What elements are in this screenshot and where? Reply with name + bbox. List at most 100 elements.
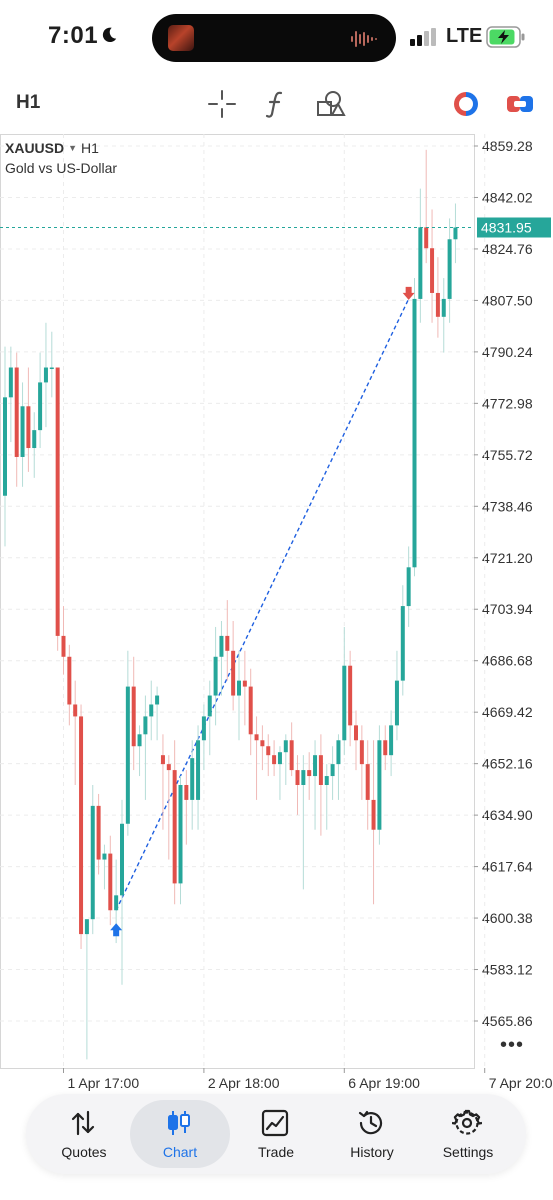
bottom-nav: Quotes Chart Trade History [26,1094,526,1174]
candle-body [14,367,19,457]
audio-waveform-icon [351,31,377,47]
price-label: 4583.12 [482,962,533,978]
timeframe-selector[interactable]: H1 [16,92,41,113]
symbol-row[interactable]: XAUUSD ▼ H1 [5,138,117,158]
cellular-signal-icon [410,28,436,46]
price-label: 4634.90 [482,807,533,823]
candle-body [237,680,241,696]
candle-body [166,764,171,771]
candle-body [20,406,25,457]
candle-body [441,298,446,317]
history-clock-icon [358,1110,383,1135]
trade-connection-line [115,298,410,911]
more-options-icon[interactable]: ••• [500,1034,525,1056]
nav-settings[interactable]: Settings [418,1100,518,1168]
candle-body [108,853,113,911]
nav-label: Settings [442,1144,494,1160]
candle-body [149,704,154,717]
price-label: 4790.24 [482,344,533,360]
bid-price-badge [477,217,551,238]
candle-body [266,746,271,756]
candle-body [131,686,136,747]
candle-body [330,764,335,777]
candle-body [43,367,48,383]
candle-body [201,716,206,741]
candle-body [172,770,177,884]
candle-body [155,695,160,705]
nav-label: Chart [162,1144,198,1160]
candle-body [219,635,224,657]
now-playing-thumbnail [168,25,194,51]
candle-body [67,656,72,705]
price-label: 4772.98 [482,395,533,411]
nav-trade[interactable]: Trade [226,1100,326,1168]
candle-body [32,430,37,449]
candle-body [160,755,165,765]
symbol-info: XAUUSD ▼ H1 Gold vs US-Dollar [5,138,117,178]
candle-body [418,227,423,299]
candle-body [453,227,458,240]
candle-body [38,382,43,431]
objects-icon[interactable] [314,88,346,120]
plot-frame [0,134,475,1069]
price-label: 4565.86 [482,1013,533,1029]
candle-body [79,716,84,935]
candle-body [383,740,388,756]
status-bar: 7:01 LTE [0,0,553,78]
candle-body [430,248,435,293]
candle-body [324,776,329,785]
indicators-icon[interactable] [260,88,292,120]
candle-body [283,740,288,753]
candle-body [342,665,347,741]
battery-charging-icon [486,26,525,48]
price-label: 4755.72 [482,447,533,463]
candle-body [137,734,142,747]
nav-history[interactable]: History [322,1100,422,1168]
candle-body [377,740,382,830]
price-label: 4652.16 [482,756,533,772]
sell-arrow-icon[interactable] [402,286,415,300]
nav-label: Quotes [61,1144,107,1160]
symbol-name[interactable]: XAUUSD [5,140,65,156]
candle-body [8,367,13,398]
network-type: LTE [446,25,483,47]
price-label: 4686.68 [482,653,533,669]
candle-body [301,770,306,785]
price-label: 4721.20 [482,550,533,566]
candle-body [61,635,66,657]
candle-body [354,725,358,741]
caret-down-icon[interactable]: ▼ [68,143,78,153]
candle-body [84,919,89,935]
nav-chart[interactable]: Chart [130,1100,230,1168]
trade-panel-icon[interactable] [504,88,536,120]
candle-body [400,606,405,681]
price-label: 4859.28 [482,138,533,154]
candle-body [307,770,312,777]
candle-body [313,755,318,777]
candle-body [336,740,341,765]
dynamic-island[interactable] [152,14,396,62]
candle-body [412,298,417,568]
price-label: 4738.46 [482,498,533,514]
nav-label: Trade [257,1144,295,1160]
one-click-trading-icon[interactable] [450,88,482,120]
candle-body [26,406,31,449]
candlestick-chart[interactable]: 4859.28 4842.02 4824.76 4807.50 4790.24 4772.… [0,134,553,1096]
candle-body [359,740,364,765]
candle-body [394,680,399,726]
nav-label: History [350,1144,394,1160]
candle-body [96,805,101,860]
candle-body [114,895,119,911]
candle-body [424,227,429,249]
candle-body [120,823,124,896]
buy-arrow-icon[interactable] [110,923,123,937]
price-chart[interactable]: 4859.28 4842.02 4824.76 4807.50 4790.24 4772.… [0,134,553,1096]
candle-body [90,805,95,920]
chart-toolbar: H1 [0,80,553,128]
crosshair-icon[interactable] [206,88,238,120]
nav-quotes[interactable]: Quotes [34,1100,134,1168]
candle-body [73,704,78,717]
candle-body [231,650,236,696]
price-label: 4807.50 [482,292,533,308]
candle-body [248,686,253,735]
